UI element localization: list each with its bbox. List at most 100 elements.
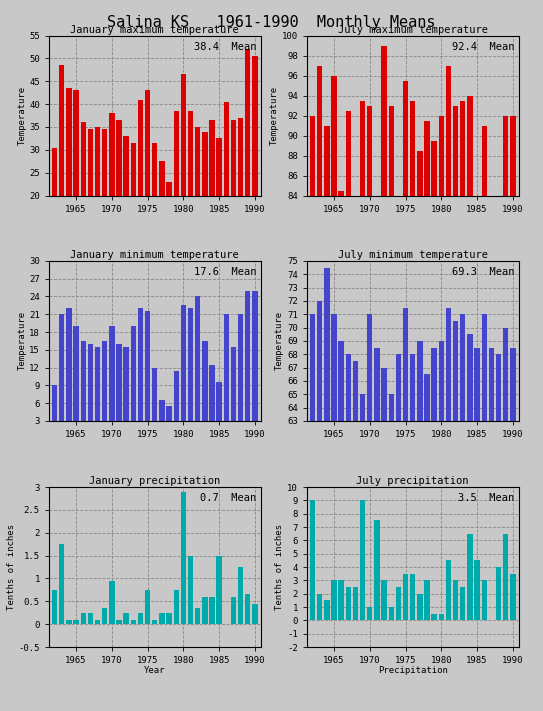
Bar (131, 143, 136, 287)
Bar (317, 594, 323, 620)
Bar (145, 311, 150, 439)
Bar (202, 341, 207, 439)
Bar (432, 141, 437, 711)
Bar (66, 88, 72, 287)
Bar (245, 594, 250, 624)
Bar (453, 321, 458, 711)
Bar (432, 614, 437, 620)
Bar (310, 314, 315, 711)
Bar (123, 613, 129, 624)
Bar (467, 334, 472, 711)
Bar (374, 520, 380, 620)
Bar (109, 113, 115, 287)
Y-axis label: Tenths of inches: Tenths of inches (275, 524, 284, 610)
Bar (138, 309, 143, 439)
Bar (475, 348, 480, 711)
Bar (353, 361, 358, 711)
Bar (496, 215, 501, 711)
Bar (345, 110, 351, 711)
Bar (238, 118, 243, 287)
Bar (123, 136, 129, 287)
Bar (503, 115, 508, 711)
Bar (453, 105, 458, 711)
Bar (310, 115, 315, 711)
Bar (188, 111, 193, 287)
Text: 0.7  Mean: 0.7 Mean (200, 493, 256, 503)
Bar (396, 587, 401, 620)
Bar (159, 161, 165, 287)
Bar (510, 115, 515, 711)
Bar (209, 120, 214, 287)
Bar (389, 395, 394, 711)
Bar (467, 534, 472, 620)
Title: July maximum temperature: July maximum temperature (338, 25, 488, 35)
Bar (367, 314, 372, 711)
Bar (52, 148, 57, 287)
Bar (73, 326, 79, 439)
Title: July precipitation: July precipitation (356, 476, 469, 486)
Bar (460, 587, 465, 620)
Bar (109, 326, 115, 439)
Bar (360, 100, 365, 711)
Bar (245, 49, 250, 287)
Bar (217, 383, 222, 439)
Bar (245, 291, 250, 439)
Bar (503, 534, 508, 620)
Y-axis label: Tenths of inches: Tenths of inches (7, 524, 16, 610)
Title: January maximum temperature: January maximum temperature (71, 25, 239, 35)
Bar (389, 607, 394, 620)
Bar (80, 122, 86, 287)
Bar (417, 151, 422, 711)
Bar (59, 544, 65, 624)
Bar (73, 90, 79, 287)
Bar (424, 580, 430, 620)
Bar (59, 314, 65, 439)
Bar (217, 555, 222, 624)
Bar (73, 619, 79, 624)
Bar (446, 560, 451, 620)
Bar (353, 587, 358, 620)
Bar (424, 121, 430, 711)
Bar (381, 46, 387, 711)
Bar (338, 580, 344, 620)
Bar (95, 347, 100, 439)
Bar (446, 308, 451, 711)
Bar (417, 341, 422, 711)
Bar (66, 619, 72, 624)
Bar (80, 613, 86, 624)
Text: 17.6  Mean: 17.6 Mean (194, 267, 256, 277)
Bar (159, 613, 165, 624)
Title: July minimum temperature: July minimum temperature (338, 250, 488, 260)
Bar (310, 501, 315, 620)
Bar (166, 406, 172, 439)
Bar (95, 619, 100, 624)
Bar (489, 348, 494, 711)
Bar (453, 580, 458, 620)
Bar (52, 385, 57, 439)
Bar (181, 491, 186, 624)
Bar (159, 400, 165, 439)
Bar (87, 344, 93, 439)
Bar (166, 182, 172, 287)
Bar (52, 590, 57, 624)
Bar (432, 348, 437, 711)
Bar (252, 604, 257, 624)
Bar (503, 328, 508, 711)
Bar (102, 129, 108, 287)
Bar (231, 347, 236, 439)
Bar (166, 613, 172, 624)
Bar (446, 65, 451, 711)
Bar (396, 354, 401, 711)
Bar (195, 296, 200, 439)
Bar (345, 354, 351, 711)
Bar (95, 127, 100, 287)
Bar (174, 590, 179, 624)
Bar (396, 215, 401, 711)
Bar (381, 580, 387, 620)
Bar (231, 120, 236, 287)
Bar (145, 90, 150, 287)
Bar (482, 314, 487, 711)
Bar (152, 368, 157, 439)
Bar (252, 291, 257, 439)
Y-axis label: Temperature: Temperature (275, 311, 284, 370)
